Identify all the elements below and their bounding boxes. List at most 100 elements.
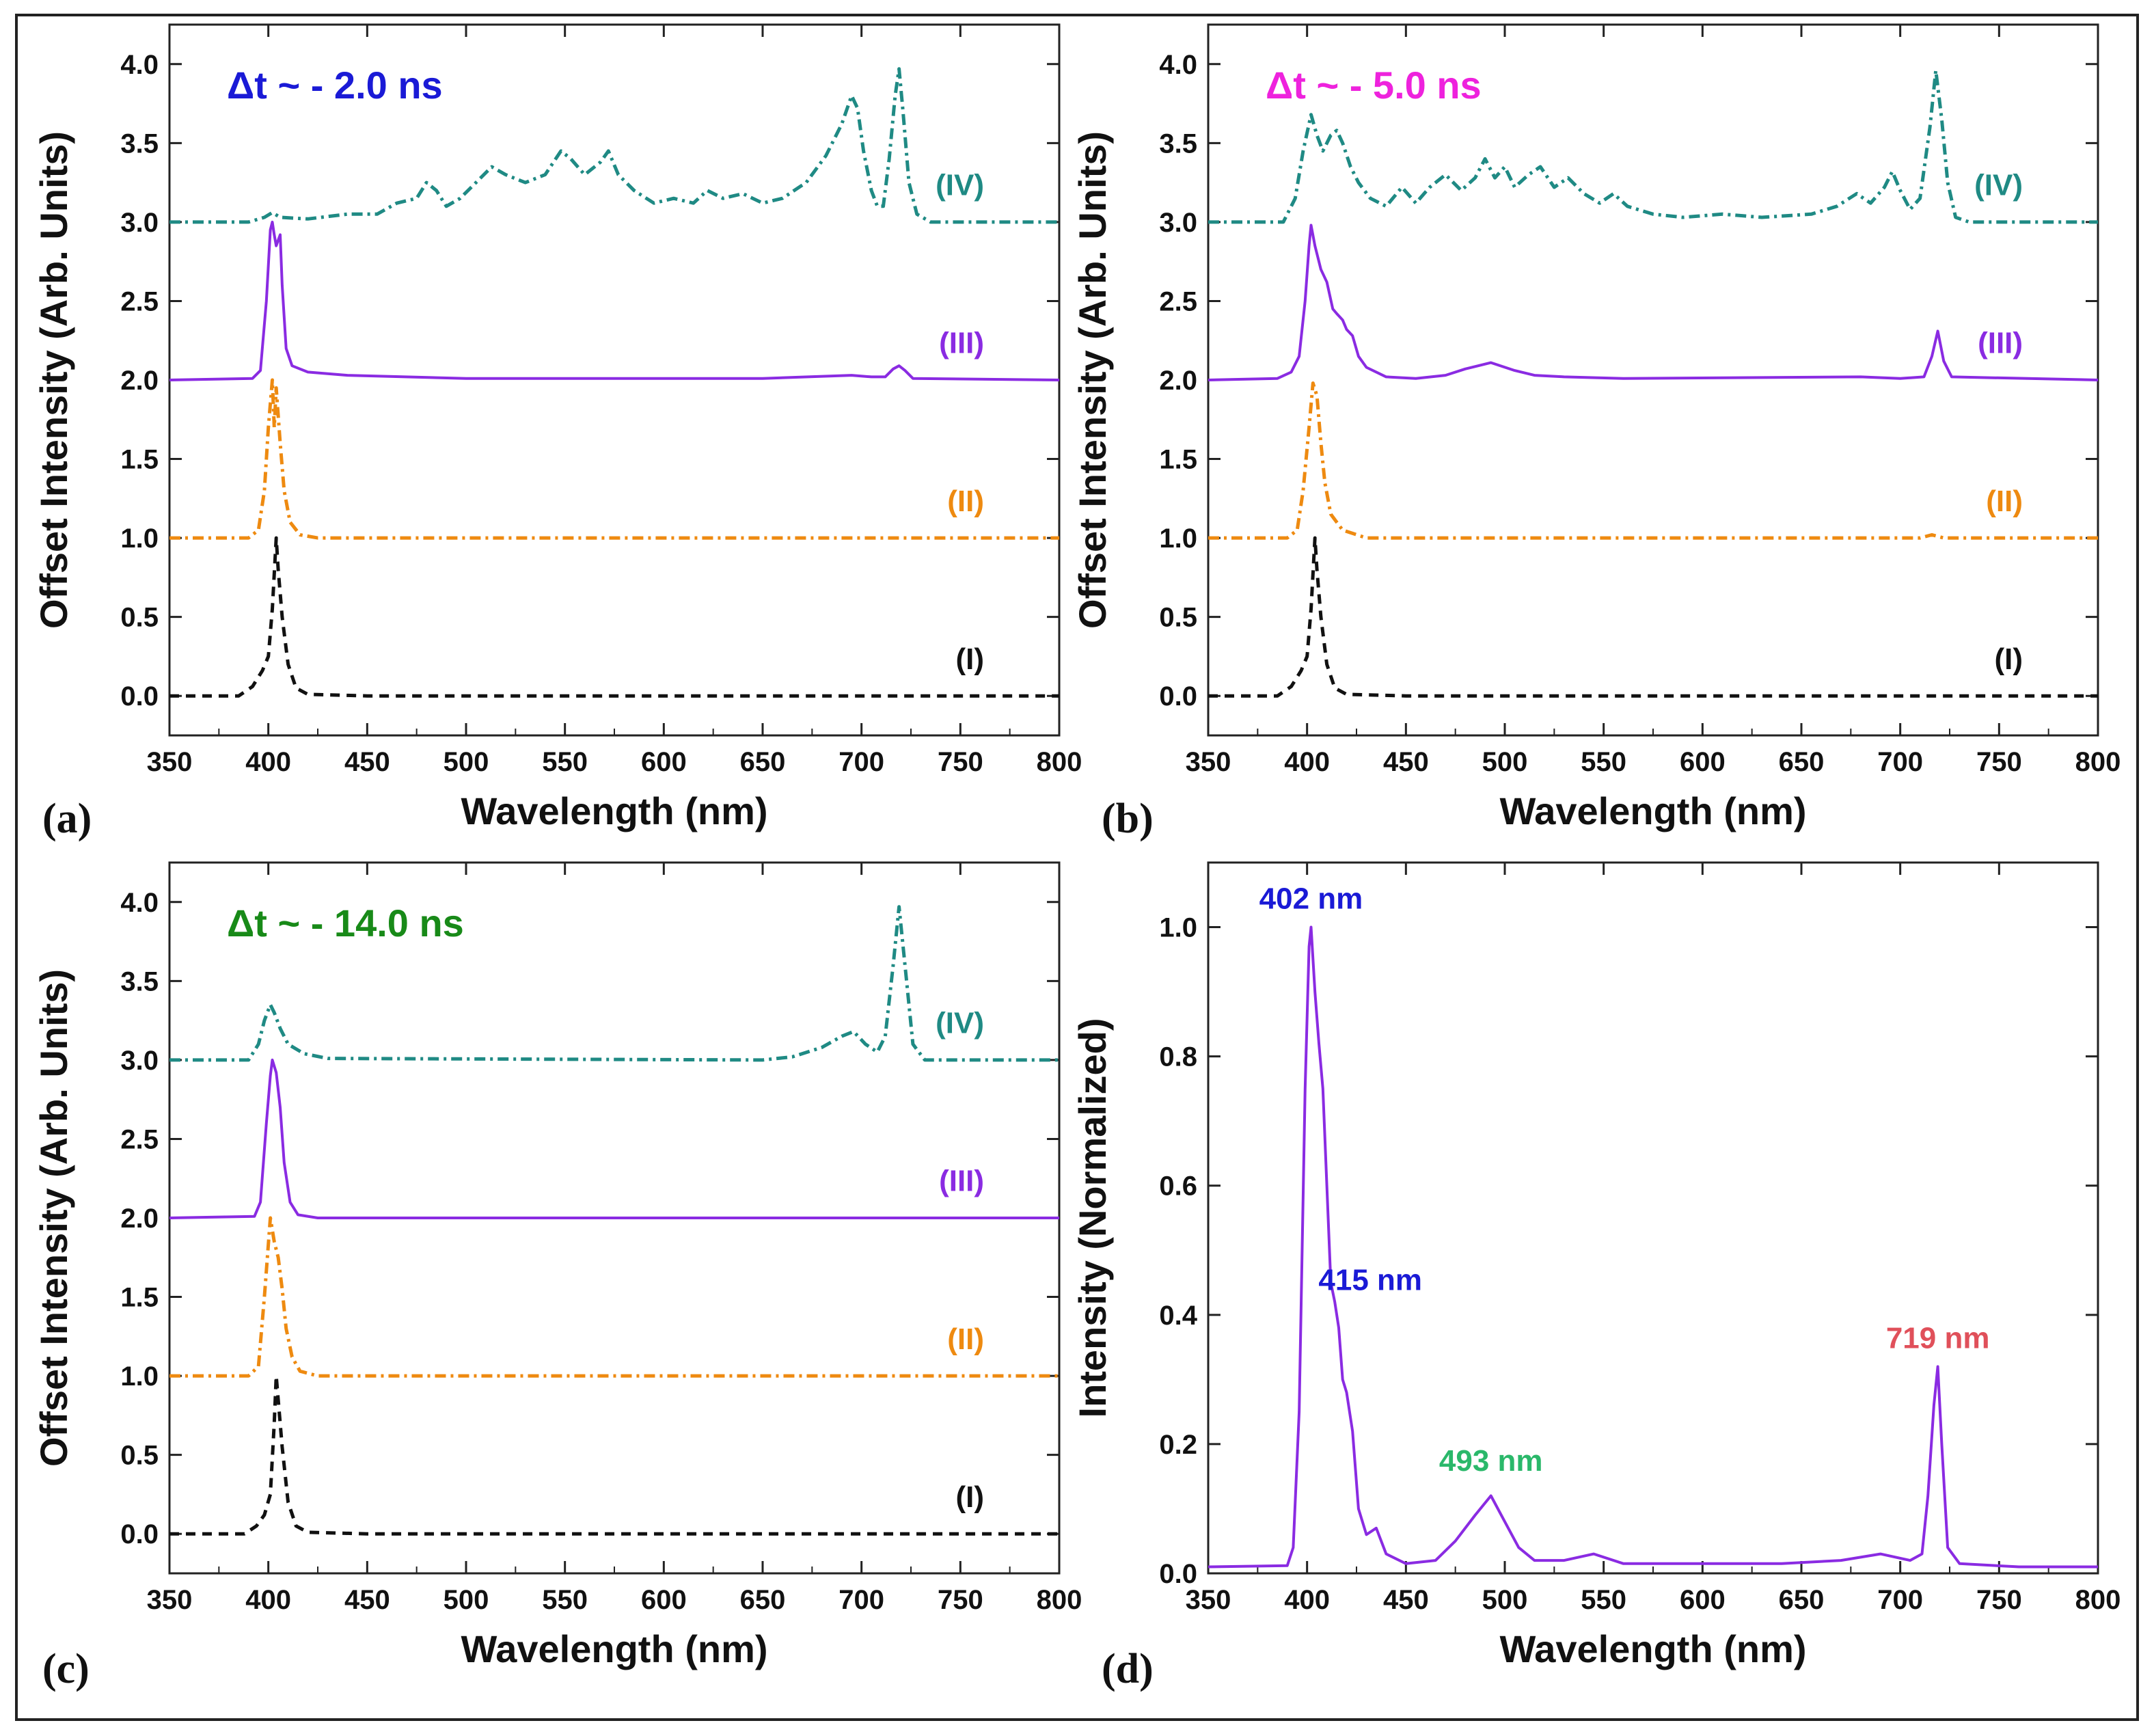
x-tick-label: 700	[1877, 1585, 1923, 1615]
panel-c: 350 400 450 500 550 600 650 700 750 800 Wavelength…	[32, 861, 1082, 1692]
x-tick-label: 450	[1383, 747, 1429, 777]
x-tick-label: 750	[938, 747, 983, 777]
y-tick-label: 1.5	[1159, 445, 1197, 475]
y-tick-label: 0.0	[120, 1519, 159, 1549]
x-tick-label: 400	[1284, 747, 1330, 777]
y-axis-title: Offset Intensity (Arb. Units)	[32, 131, 75, 629]
series-line-iii	[1208, 223, 2099, 381]
y-tick-label: 0.4	[1159, 1301, 1197, 1331]
y-axis: 0.0 0.2 0.4 0.6 0.8 1.0	[1159, 913, 2098, 1589]
y-tick-label: 3.5	[1159, 128, 1197, 159]
y-axis: 0.0 0.5 1.0 1.5 2.0 2.5 3.0 3.5 4.0	[120, 50, 1059, 711]
series-label: (IV)	[936, 1007, 984, 1040]
series-label: (I)	[956, 642, 985, 676]
y-tick-label: 4.0	[120, 50, 159, 80]
y-tick-label: 1.0	[120, 524, 159, 554]
x-tick-label: 700	[839, 1585, 884, 1615]
x-axis-title: Wavelength (nm)	[461, 789, 767, 832]
series-line-i	[1208, 536, 2098, 698]
panel-d: 350 400 450 500 550 600 650 700 750 800 Wavelength…	[1071, 861, 2121, 1692]
y-tick-label: 0.5	[120, 603, 159, 633]
y-tick-label: 1.5	[120, 1283, 159, 1313]
series-label: (IV)	[936, 169, 984, 202]
peak-label: 493 nm	[1439, 1444, 1543, 1478]
panels: 350 400 450 500 550 600 650 700 750 800 Wavelength…	[32, 23, 2121, 1692]
x-tick-label: 700	[1877, 747, 1923, 777]
x-tick-label: 350	[1186, 1585, 1231, 1615]
series-label: (I)	[1995, 642, 2023, 676]
x-tick-label: 550	[1581, 747, 1626, 777]
panel-letter: (a)	[42, 796, 92, 842]
x-tick-label: 350	[1186, 747, 1231, 777]
series-line-ii	[169, 378, 1059, 540]
panel-letter: (b)	[1102, 796, 1154, 842]
delay-label: Δt ~ - 14.0 ns	[227, 901, 464, 945]
series-line-spectrum	[1208, 925, 2098, 1569]
x-tick-label: 600	[1680, 1585, 1726, 1615]
y-tick-label: 0.0	[1159, 1559, 1197, 1589]
x-tick-label: 650	[1779, 747, 1825, 777]
series-label: (III)	[1978, 327, 2023, 360]
x-tick-label: 400	[245, 747, 291, 777]
x-axis-title: Wavelength (nm)	[1499, 789, 1806, 832]
series-label: (III)	[939, 1165, 984, 1198]
x-tick-label: 500	[444, 1585, 489, 1615]
y-tick-label: 0.8	[1159, 1042, 1197, 1072]
x-tick-label: 500	[444, 747, 489, 777]
y-tick-label: 2.0	[1159, 366, 1197, 396]
y-tick-label: 3.0	[120, 1046, 159, 1076]
series-label: (II)	[1986, 485, 2023, 518]
series-line-ii	[1208, 381, 2098, 540]
peak-label: 415 nm	[1318, 1263, 1422, 1297]
panel-letter: (d)	[1102, 1646, 1154, 1692]
x-tick-label: 650	[740, 747, 786, 777]
series-line-iv	[169, 67, 1059, 224]
x-axis-title: Wavelength (nm)	[461, 1627, 767, 1670]
x-tick-label: 500	[1482, 747, 1528, 777]
y-tick-label: 0.0	[120, 681, 159, 711]
x-tick-label: 600	[641, 747, 687, 777]
x-tick-label: 450	[344, 1585, 390, 1615]
x-tick-label: 450	[344, 747, 390, 777]
x-tick-label: 350	[147, 1585, 193, 1615]
y-tick-label: 1.0	[1159, 913, 1197, 943]
peak-label: 719 nm	[1886, 1322, 1990, 1355]
y-tick-label: 4.0	[120, 888, 159, 918]
delay-label: Δt ~ - 5.0 ns	[1266, 64, 1482, 107]
y-tick-label: 2.0	[120, 1204, 159, 1234]
y-tick-label: 0.6	[1159, 1171, 1197, 1202]
y-tick-label: 4.0	[1159, 50, 1197, 80]
y-tick-label: 1.5	[120, 445, 159, 475]
x-tick-label: 400	[1284, 1585, 1330, 1615]
series-label: (II)	[947, 1323, 984, 1356]
x-tick-label: 650	[740, 1585, 786, 1615]
panel-a: 350 400 450 500 550 600 650 700 750 800 Wavelength…	[32, 23, 1082, 842]
y-tick-label: 0.5	[120, 1441, 159, 1471]
series-label: (IV)	[1974, 169, 2023, 202]
peak-label: 402 nm	[1259, 882, 1363, 916]
series-line-iv	[169, 905, 1059, 1062]
x-axis: 350 400 450 500 550 600 650 700 750 800	[1186, 863, 2121, 1615]
panel-letter: (c)	[42, 1646, 90, 1692]
series-line-ii	[169, 1216, 1059, 1378]
y-tick-label: 0.0	[1159, 681, 1197, 711]
x-axis-title: Wavelength (nm)	[1499, 1627, 1806, 1670]
x-tick-label: 800	[2075, 1585, 2121, 1615]
x-tick-label: 550	[1581, 1585, 1626, 1615]
y-tick-label: 0.2	[1159, 1430, 1197, 1460]
x-tick-label: 500	[1482, 1585, 1528, 1615]
y-axis-title: Offset Intensity (Arb. Units)	[1071, 131, 1114, 629]
panel-b: 350 400 450 500 550 600 650 700 750 800 Wavelength…	[1071, 23, 2121, 842]
x-tick-label: 600	[1680, 747, 1726, 777]
y-tick-label: 0.5	[1159, 603, 1197, 633]
y-tick-label: 2.5	[1159, 286, 1197, 316]
x-tick-label: 800	[1037, 747, 1082, 777]
y-axis-title: Offset Intensity (Arb. Units)	[32, 969, 75, 1467]
x-tick-label: 750	[1976, 1585, 2022, 1615]
x-axis: 350 400 450 500 550 600 650 700 750 800	[1186, 25, 2121, 777]
y-tick-label: 3.0	[1159, 208, 1197, 238]
x-tick-label: 550	[542, 747, 588, 777]
x-tick-label: 800	[1037, 1585, 1082, 1615]
y-tick-label: 3.0	[120, 208, 159, 238]
